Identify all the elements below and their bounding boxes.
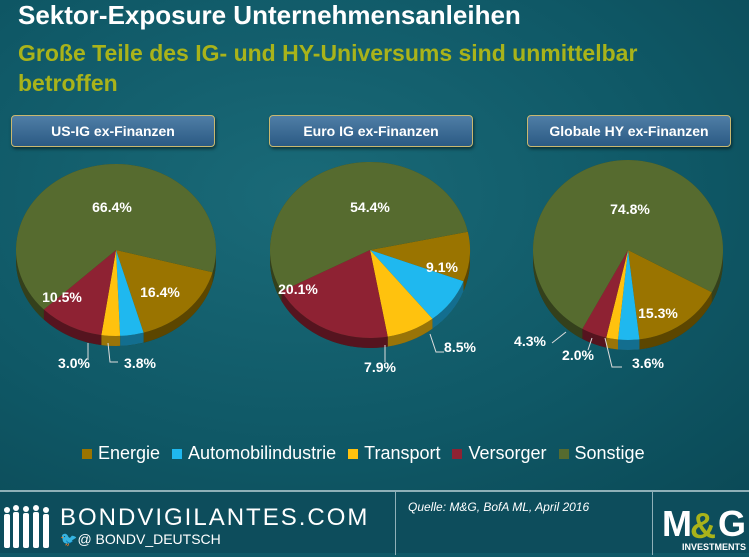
svg-text:&: & [690,505,716,546]
legend-label: Sonstige [574,443,645,463]
pie-slice-side-transport [387,318,433,347]
data-label-sonstige: 54.4% [350,199,390,215]
legend-item-automobil: Automobilindustrie [172,443,336,464]
divider [652,492,653,555]
data-label-transport: 3.0% [58,355,90,371]
page-subtitle: Große Teile des IG- und HY-Universums si… [18,40,638,96]
twitter-text: @ BONDV_DEUTSCH [77,531,221,547]
leader-line [587,337,593,351]
pie-2: 15.3% 3.6% 2.0% 4.3% 74.8% [514,160,723,371]
pie-slice-side-transport [606,337,619,350]
pie-slice-sonstige [15,163,216,310]
data-label-energie: 15.3% [638,305,678,321]
pie-slice-side-automobilindustrie [120,332,144,346]
data-label-transport: 2.0% [562,347,594,363]
pie-slice-transport [606,250,628,340]
legend-item-sonstige: Sonstige [558,443,645,464]
pie-slice-energie [116,250,213,333]
data-label-energie: 16.4% [140,284,180,300]
data-label-versorger: 4.3% [514,333,546,349]
pie-slice-transport [370,250,433,337]
legend-item-energie: Energie [82,443,160,464]
twitter-handle[interactable]: 🐦@ BONDV_DEUTSCH [60,531,221,548]
pie-slice-automobilindustrie [370,250,464,319]
pie-slice-side-energie [143,272,213,343]
data-label-automobilindustrie: 3.8% [124,355,156,371]
pie-slice-automobilindustrie [618,250,640,340]
legend-swatch [172,448,183,459]
data-label-versorger: 10.5% [42,289,82,305]
leader-line [107,342,118,363]
data-label-sonstige: 74.8% [610,201,650,217]
pie-slice-sonstige [269,161,468,292]
pie-slice-side-automobilindustrie [432,281,464,329]
pie-slice-side-automobilindustrie [618,339,640,350]
data-label-sonstige: 66.4% [92,199,132,215]
legend-label: Automobilindustrie [188,443,337,463]
pie-slice-side-versorger [281,291,388,348]
pie-slice-versorger [281,250,388,339]
pie-title-us-ig: US-IG ex-Finanzen [11,115,215,147]
legend-label: Transport [364,443,441,463]
leader-line [551,331,567,344]
legend-label: Energie [98,443,161,463]
pie-slice-transport [101,250,121,337]
pie-slice-side-energie [463,231,470,292]
legend-item-transport: Transport [348,443,440,464]
data-label-transport: 7.9% [364,359,396,375]
pie-0: 16.4% 3.8% 3.0% 10.5% 66.4% [15,163,216,371]
site-link[interactable]: BONDVIGILANTES.COM [60,504,370,531]
svg-text:G: G [718,503,746,544]
pie-slice-automobilindustrie [116,250,144,336]
page-title: Sektor-Exposure Unternehmensanleihen [18,0,521,30]
pie-1: 9.1% 8.5% 7.9% 20.1% 54.4% [269,161,477,375]
pie-slice-versorger [582,250,628,338]
twitter-icon: 🐦 [60,531,78,547]
data-label-versorger: 20.1% [278,281,318,297]
pie-slice-sonstige [533,160,723,329]
people-silhouette-icon [4,505,49,548]
pie-slice-side-energie [639,292,712,350]
pie-charts: 16.4% 3.8% 3.0% 10.5% 66.4% 9.1% 8.5% 7.9% 20.1%… [15,160,723,375]
legend-swatch [452,448,463,459]
divider [395,492,396,555]
mg-logo: M & G INVESTMENTS [660,500,748,552]
leader-line [429,333,444,353]
pie-slice-side-versorger [582,328,607,348]
pie-slice-versorger [43,250,116,336]
legend-label: Versorger [468,443,547,463]
legend: Energie Automobilindustrie Transport Ver… [82,443,645,464]
legend-swatch [82,448,92,459]
pie-title-global-hy: Globale HY ex-Finanzen [527,115,731,147]
svg-text:INVESTMENTS: INVESTMENTS [682,542,746,552]
source-note: Quelle: M&G, BofA ML, April 2016 [408,500,590,514]
data-label-automobilindustrie: 3.6% [632,355,664,371]
data-label-energie: 9.1% [426,259,458,275]
pie-title-euro-ig: Euro IG ex-Finanzen [269,115,473,147]
footer: BONDVIGILANTES.COM 🐦@ BONDV_DEUTSCH Quel… [0,490,749,555]
data-label-automobilindustrie: 8.5% [444,339,476,355]
pie-slice-side-transport [101,335,121,347]
pie-slice-energie [370,231,470,282]
pie-slice-energie [628,250,712,340]
pie-slice-side-versorger [43,309,102,346]
pie-slice-side-sonstige [15,163,216,320]
svg-text:M: M [662,503,692,544]
legend-item-versorger: Versorger [452,443,547,464]
legend-swatch [348,448,359,459]
leader-line [604,337,622,368]
legend-swatch [558,448,569,459]
